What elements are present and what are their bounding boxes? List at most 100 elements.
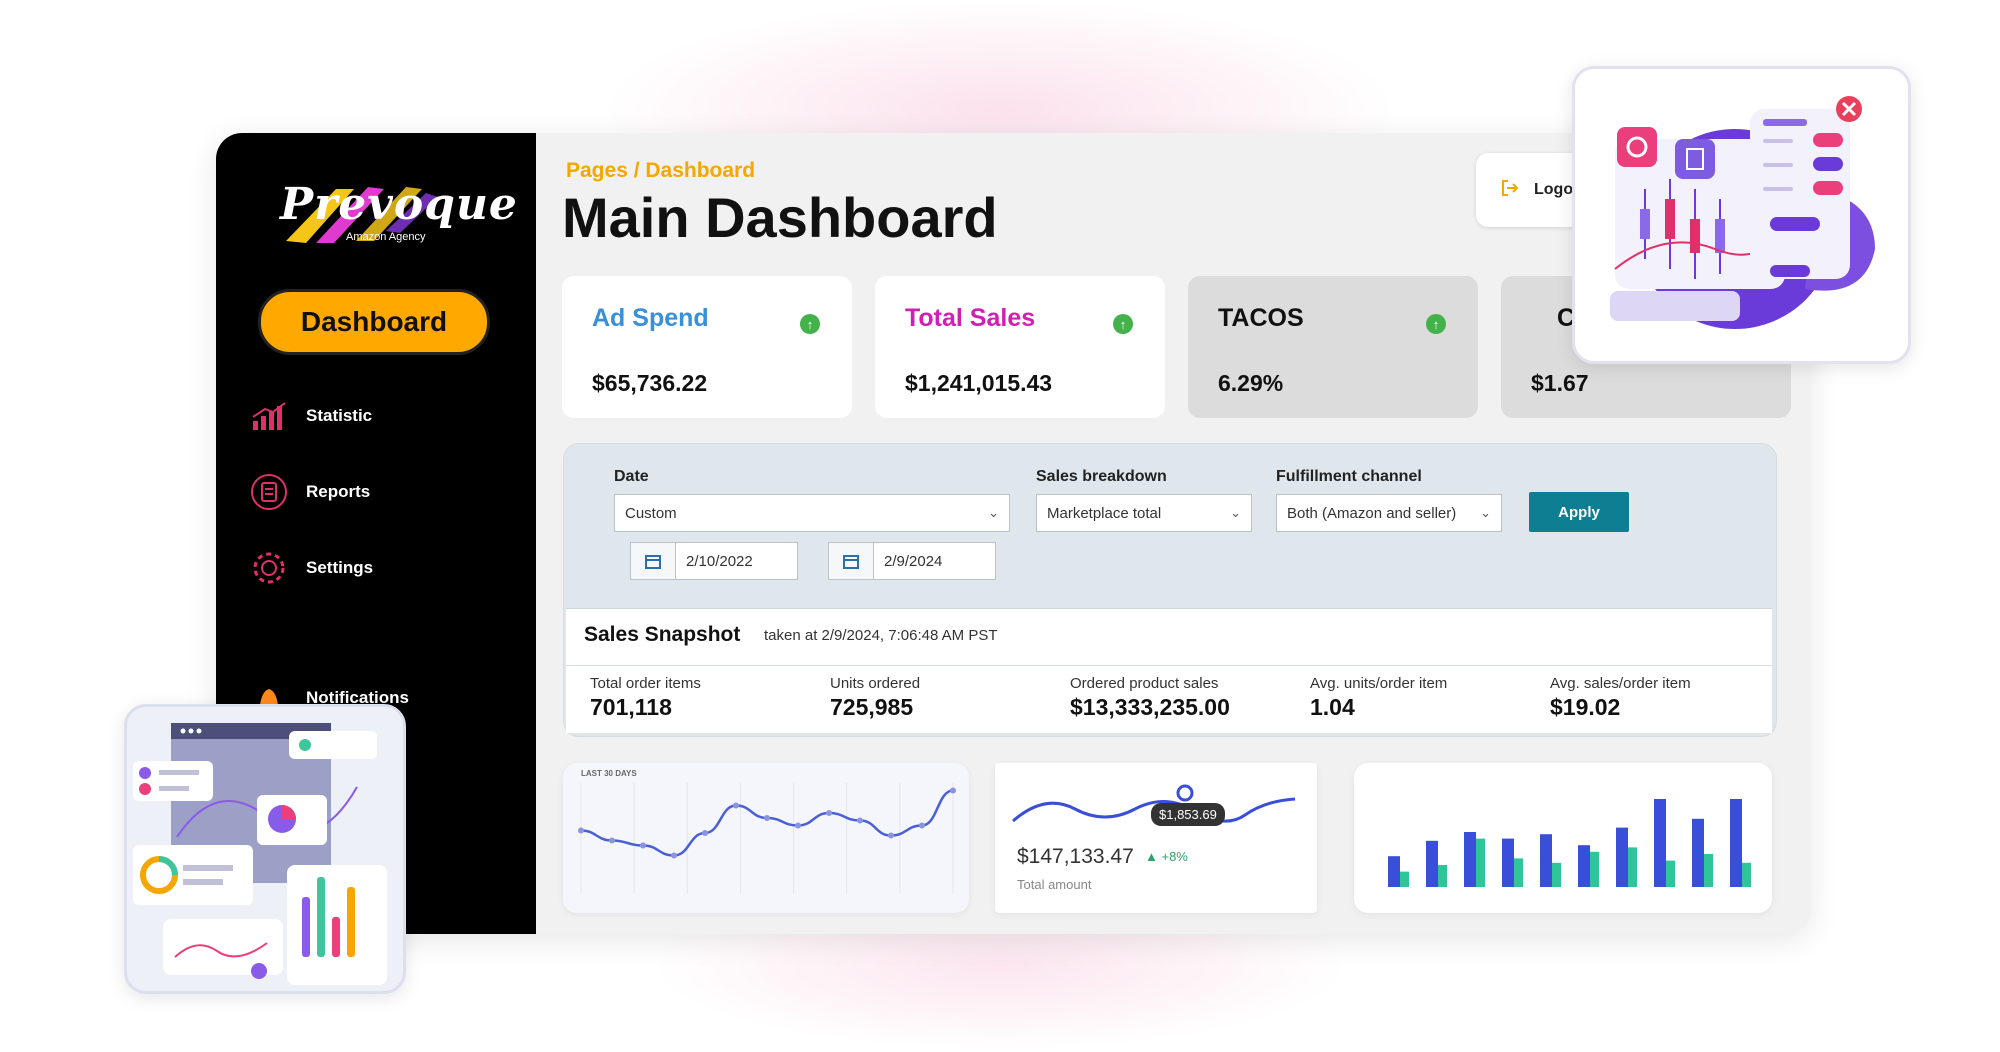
- bar-secondary: [1666, 860, 1675, 887]
- bar-chart: [1388, 799, 1751, 887]
- total-amount-value: $147,133.47: [1017, 845, 1134, 868]
- series-line: [580, 789, 954, 857]
- end-date-field[interactable]: 2/9/2024: [828, 542, 996, 580]
- sidebar-item-label: Settings: [306, 558, 374, 577]
- metric-label: Avg. units/order item: [1310, 675, 1448, 692]
- date-select[interactable]: Custom ⌄: [614, 494, 1010, 532]
- chevron-down-icon: ⌄: [1480, 505, 1491, 520]
- data-point: [826, 810, 832, 816]
- chevron-down-icon: ⌄: [988, 505, 999, 520]
- bar-secondary: [1704, 854, 1713, 887]
- kpi-value: $1.67: [1531, 370, 1589, 396]
- logo-brush-icon: [286, 187, 438, 243]
- line-chart-card: LAST 30 DAYS: [563, 763, 969, 913]
- metric-value: $19.02: [1550, 694, 1621, 720]
- bar-secondary: [1514, 858, 1523, 887]
- logout-icon: [1500, 178, 1520, 203]
- fulfillment-select[interactable]: Both (Amazon and seller) ⌄: [1276, 494, 1502, 532]
- kpi-label: Ad Spend: [592, 304, 709, 332]
- gear-icon: [1617, 127, 1657, 167]
- snapshot-title: Sales Snapshot: [584, 623, 741, 646]
- kpi-value: $65,736.22: [592, 370, 708, 396]
- trading-widget-illustration: [1572, 66, 1911, 364]
- data-point: [702, 830, 708, 836]
- total-amount-label: Total amount: [1017, 877, 1092, 892]
- candlestick-icon: [1640, 179, 1725, 279]
- data-point: [857, 817, 863, 824]
- start-date-value: 2/10/2022: [686, 552, 753, 570]
- sales-snapshot: Sales Snapshot taken at 2/9/2024, 7:06:4…: [566, 608, 1772, 733]
- arrow-up-icon: ↑: [800, 314, 820, 334]
- bar-secondary: [1438, 865, 1447, 887]
- change-badge: ▲ +8%: [1145, 849, 1188, 864]
- sidebar-item-label: Notifications: [306, 688, 409, 707]
- kpi-card-ad-spend[interactable]: Ad Spend ↑ $65,736.22: [562, 276, 852, 418]
- kpi-label: C: [1557, 304, 1576, 332]
- metric-units-ordered: Units ordered 725,985: [830, 675, 920, 721]
- breakdown-label: Sales breakdown: [1036, 468, 1167, 485]
- logo[interactable]: Prevoque Amazon Agency: [276, 171, 517, 251]
- logo-subtitle: Amazon Agency: [346, 231, 426, 243]
- breadcrumb[interactable]: Pages / Dashboard: [566, 159, 756, 182]
- kpi-label: Total Sales: [905, 304, 1036, 332]
- arrow-up-icon: ↑: [1426, 314, 1446, 334]
- metric-ordered-product-sales: Ordered product sales $13,333,235.00: [1070, 675, 1230, 721]
- bar-secondary: [1400, 871, 1409, 887]
- data-point: [950, 787, 956, 794]
- document-icon: [1675, 139, 1715, 179]
- bar-secondary: [1742, 862, 1751, 887]
- bar-primary: [1540, 834, 1552, 887]
- bar-primary: [1578, 845, 1590, 887]
- metric-value: 1.04: [1310, 694, 1355, 720]
- data-point: [640, 842, 646, 849]
- snapshot-timestamp: taken at 2/9/2024, 7:06:48 AM PST: [764, 627, 998, 644]
- sidebar-item-label: Reports: [306, 482, 371, 501]
- chart-point: [1176, 784, 1194, 802]
- kpi-card-tacos[interactable]: TACOS ↑ 6.29%: [1188, 276, 1478, 418]
- metric-avg-units: Avg. units/order item 1.04: [1310, 675, 1447, 721]
- bar-chart-card: [1354, 763, 1772, 913]
- breakdown-select-value: Marketplace total: [1047, 504, 1162, 522]
- metric-avg-sales: Avg. sales/order item $19.02: [1550, 675, 1691, 721]
- data-point: [888, 832, 894, 839]
- metric-total-order-items: Total order items 701,118: [590, 675, 701, 721]
- change-value: +8%: [1161, 849, 1188, 864]
- bar-primary: [1730, 799, 1742, 887]
- metric-label: Total order items: [590, 675, 701, 692]
- bar-primary: [1616, 827, 1628, 887]
- gear-icon: [250, 549, 288, 587]
- data-point: [764, 815, 770, 821]
- bar-primary: [1464, 832, 1476, 887]
- kpi-label: TACOS: [1218, 304, 1304, 332]
- date-select-value: Custom: [625, 504, 677, 522]
- analytics-illustration: [133, 723, 387, 985]
- metric-label: Avg. sales/order item: [1550, 675, 1691, 692]
- calendar-icon[interactable]: [829, 543, 874, 579]
- divider: [566, 665, 1772, 666]
- metric-label: Ordered product sales: [1070, 675, 1219, 692]
- bar-primary: [1388, 856, 1400, 887]
- data-point: [733, 802, 739, 809]
- calendar-icon[interactable]: [631, 543, 676, 579]
- bar-chart-icon: [250, 397, 288, 435]
- line-chart: [578, 783, 956, 893]
- apply-button[interactable]: Apply: [1529, 492, 1629, 532]
- date-label: Date: [614, 468, 649, 485]
- dashboard-button[interactable]: Dashboard: [258, 289, 490, 355]
- sidebar-item-reports[interactable]: Reports: [250, 473, 370, 511]
- arrow-up-icon: ↑: [1113, 314, 1133, 334]
- bar-secondary: [1628, 847, 1637, 887]
- clipboard-icon: [250, 473, 288, 511]
- bar-primary: [1692, 818, 1704, 887]
- sidebar-item-statistic[interactable]: Statistic: [250, 397, 372, 435]
- chart-caption: LAST 30 DAYS: [581, 769, 637, 778]
- sidebar-item-label: Statistic: [306, 406, 373, 425]
- kpi-card-total-sales[interactable]: Total Sales ↑ $1,241,015.43: [875, 276, 1165, 418]
- breakdown-select[interactable]: Marketplace total ⌄: [1036, 494, 1252, 532]
- data-point: [795, 822, 801, 829]
- start-date-field[interactable]: 2/10/2022: [630, 542, 798, 580]
- filter-panel: Date Custom ⌄ 2/10/2022 2/9/2024 Sales b…: [563, 443, 1777, 737]
- sidebar-item-settings[interactable]: Settings: [250, 549, 373, 587]
- page-title: Main Dashboard: [562, 186, 998, 249]
- metric-value: 725,985: [830, 694, 914, 720]
